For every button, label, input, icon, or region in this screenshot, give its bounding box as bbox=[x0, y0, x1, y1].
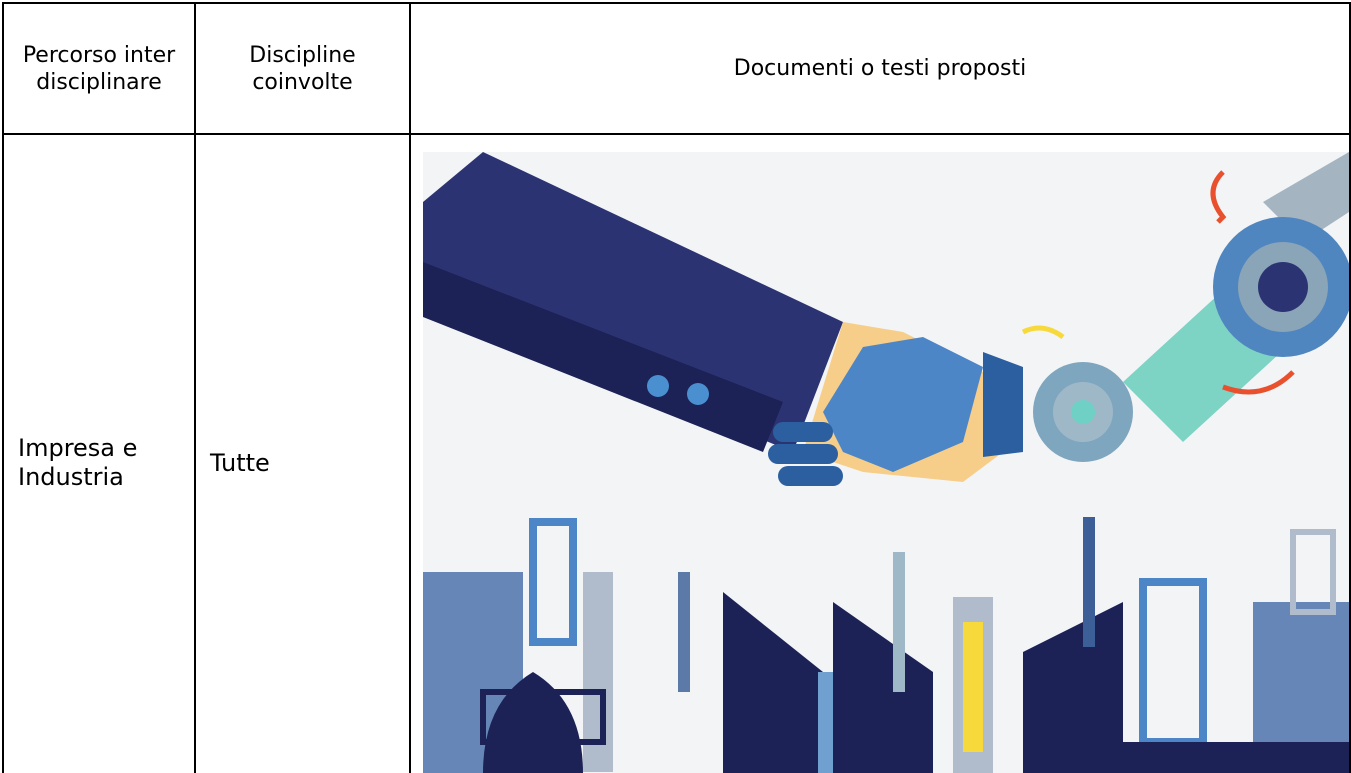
header-cell: Documenti o testi proposti bbox=[409, 2, 1351, 135]
body-cell bbox=[409, 133, 1351, 773]
cell-text: Tutte bbox=[210, 448, 270, 477]
header-text: Percorso interdisciplinare bbox=[22, 42, 176, 95]
header-cell: Discipline coinvolte bbox=[194, 2, 411, 135]
illustration bbox=[423, 152, 1349, 773]
cell-text: Impresa e Industria bbox=[18, 434, 138, 491]
body-cell: Impresa e Industria bbox=[2, 133, 196, 773]
header-text: Documenti o testi proposti bbox=[733, 56, 1027, 81]
body-cell: Tutte bbox=[194, 133, 411, 773]
header-cell: Percorso interdisciplinare bbox=[2, 2, 196, 135]
header-text: Discipline coinvolte bbox=[249, 42, 356, 95]
